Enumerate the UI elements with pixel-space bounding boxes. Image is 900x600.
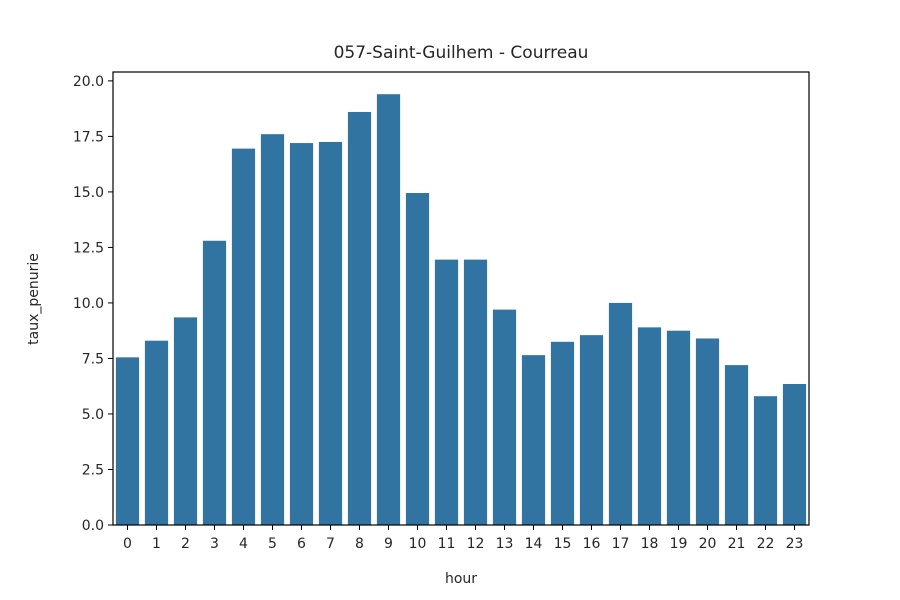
x-tick-label: 14 <box>525 536 543 552</box>
x-tick-label: 3 <box>210 536 219 552</box>
x-tick-label: 19 <box>670 536 688 552</box>
bar-hour-16 <box>579 335 604 525</box>
y-tick-label: 12.5 <box>73 240 104 256</box>
bar-hour-18 <box>637 327 662 525</box>
bars-group <box>115 94 807 526</box>
x-tick-label: 16 <box>583 536 601 552</box>
bar-hour-6 <box>289 143 314 525</box>
y-tick-label: 5.0 <box>82 407 104 423</box>
x-tick-label: 12 <box>467 536 485 552</box>
plot-frame <box>112 71 810 526</box>
x-tick-label: 21 <box>728 536 746 552</box>
x-tick-label: 17 <box>612 536 630 552</box>
bar-hour-8 <box>347 111 372 525</box>
bar-hour-5 <box>260 134 285 525</box>
bar-hour-19 <box>666 330 691 525</box>
y-tick-label: 15.0 <box>73 185 104 201</box>
y-tick-label: 20.0 <box>73 74 104 90</box>
chart-title: 057-Saint-Guilhem - Courreau <box>334 43 589 63</box>
bar-hour-14 <box>521 355 546 526</box>
bar-hour-1 <box>144 340 169 525</box>
y-tick-label: 17.5 <box>73 129 104 145</box>
x-tick-label: 9 <box>384 536 393 552</box>
x-tick-label: 6 <box>297 536 306 552</box>
x-tick-label: 2 <box>181 536 190 552</box>
x-tick-label: 13 <box>496 536 514 552</box>
y-tick-label: 7.5 <box>82 351 104 367</box>
y-axis-label: taux_penurie <box>26 253 42 345</box>
x-tick-label: 20 <box>699 536 717 552</box>
bar-hour-7 <box>318 141 343 525</box>
bar-hour-22 <box>753 396 778 525</box>
bar-hour-10 <box>405 193 430 525</box>
x-tick-label: 10 <box>409 536 427 552</box>
bar-hour-23 <box>782 383 807 525</box>
bar-hour-0 <box>115 357 140 525</box>
bar-hour-17 <box>608 302 633 525</box>
bar-hour-2 <box>173 317 198 526</box>
x-tick-label: 8 <box>355 536 364 552</box>
x-tick-label: 4 <box>239 536 248 552</box>
bar-hour-4 <box>231 148 256 526</box>
y-axis: 0.0 2.5 5.0 7.5 10.0 12.5 15.0 17.5 20.0 <box>73 74 113 534</box>
x-tick-label: 18 <box>641 536 659 552</box>
y-tick-label: 0.0 <box>82 518 104 534</box>
x-tick-label: 11 <box>438 536 456 552</box>
x-tick-label: 5 <box>268 536 277 552</box>
y-tick-label: 2.5 <box>82 462 104 478</box>
x-tick-label: 7 <box>326 536 335 552</box>
x-tick-label: 1 <box>152 536 161 552</box>
bar-hour-15 <box>550 341 575 525</box>
bar-hour-20 <box>695 338 720 525</box>
bar-hour-11 <box>434 259 459 525</box>
bar-hour-13 <box>492 309 517 525</box>
y-tick-label: 10.0 <box>73 296 104 312</box>
x-tick-label: 23 <box>786 536 804 552</box>
bar-hour-3 <box>202 240 227 525</box>
bar-hour-12 <box>463 259 488 525</box>
x-tick-label: 15 <box>554 536 572 552</box>
x-tick-label: 22 <box>757 536 775 552</box>
x-axis-label: hour <box>445 571 477 587</box>
bar-hour-21 <box>724 365 749 525</box>
bar-hour-9 <box>376 94 401 526</box>
x-tick-label: 0 <box>123 536 132 552</box>
x-axis: 0 1 2 3 4 5 6 7 8 9 10 11 12 13 14 15 16 17 18 19 20 21 22 23 <box>123 525 803 552</box>
